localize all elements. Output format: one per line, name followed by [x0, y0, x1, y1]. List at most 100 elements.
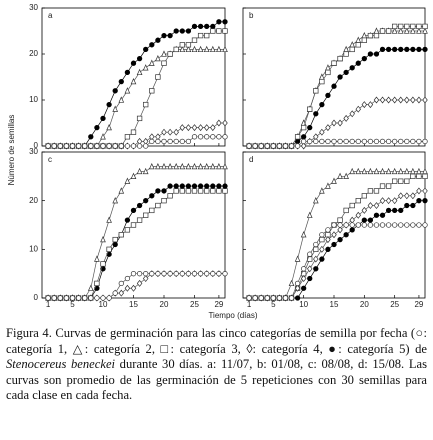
- marker: [403, 27, 410, 34]
- marker: [130, 143, 137, 149]
- x-tick-label: 15: [129, 300, 138, 309]
- marker: [264, 295, 270, 301]
- marker: [270, 143, 276, 149]
- marker: [69, 295, 76, 301]
- marker: [57, 295, 63, 301]
- marker: [222, 134, 228, 140]
- marker: [385, 138, 392, 145]
- marker: [301, 138, 307, 145]
- marker: [331, 231, 337, 239]
- marker: [136, 68, 143, 76]
- marker: [300, 142, 307, 150]
- marker: [149, 42, 155, 48]
- marker: [191, 183, 198, 189]
- marker: [69, 143, 76, 149]
- marker: [112, 88, 118, 94]
- marker: [391, 96, 398, 104]
- marker: [155, 54, 161, 62]
- marker: [94, 280, 100, 287]
- marker: [100, 133, 106, 140]
- marker: [288, 279, 295, 287]
- marker: [331, 83, 337, 89]
- marker: [361, 222, 367, 228]
- marker: [112, 241, 118, 248]
- marker: [210, 23, 216, 30]
- y-tick-label: 20: [29, 196, 38, 205]
- marker: [276, 295, 283, 301]
- marker: [343, 207, 349, 214]
- marker: [118, 78, 124, 85]
- marker: [216, 134, 222, 140]
- marker: [404, 46, 410, 53]
- marker: [216, 183, 222, 189]
- marker: [45, 143, 51, 149]
- marker: [185, 188, 192, 194]
- marker: [325, 69, 331, 76]
- marker: [155, 74, 161, 80]
- marker: [142, 64, 149, 71]
- marker: [204, 32, 210, 39]
- marker: [148, 59, 155, 66]
- marker: [155, 271, 161, 277]
- marker: [319, 78, 325, 85]
- marker: [361, 55, 367, 62]
- marker: [197, 32, 204, 39]
- marker: [112, 197, 119, 204]
- marker: [100, 261, 106, 267]
- marker: [246, 295, 252, 301]
- marker: [361, 217, 367, 223]
- marker: [124, 227, 131, 233]
- marker: [124, 134, 131, 140]
- marker: [210, 124, 216, 132]
- marker: [379, 28, 386, 34]
- marker: [422, 46, 428, 53]
- species-name: Stenocereus beneckei: [6, 357, 116, 372]
- marker: [179, 271, 185, 277]
- marker: [307, 124, 313, 131]
- marker: [416, 23, 422, 30]
- marker: [106, 101, 112, 108]
- marker: [252, 295, 258, 301]
- marker: [191, 134, 198, 140]
- marker: [392, 207, 398, 214]
- marker: [349, 110, 355, 118]
- marker: [167, 51, 173, 57]
- series-line: [249, 175, 425, 299]
- marker: [385, 46, 392, 53]
- figure: Número de semillas Tiempo (días) a010203…: [7, 3, 428, 320]
- marker: [191, 271, 198, 277]
- caption: Figura 4. Curvas de germinación para las…: [6, 326, 427, 404]
- plot-frame: [41, 7, 226, 147]
- marker: [373, 222, 380, 228]
- marker: [288, 295, 295, 301]
- marker: [294, 134, 301, 140]
- marker: [136, 115, 143, 122]
- marker: [379, 212, 386, 218]
- marker: [173, 128, 179, 136]
- marker: [373, 51, 380, 57]
- marker: [422, 222, 428, 228]
- marker: [258, 143, 264, 149]
- marker: [349, 227, 355, 233]
- marker: [191, 188, 198, 194]
- marker: [222, 188, 228, 194]
- marker: [355, 105, 362, 113]
- y-tick-label: 0: [34, 293, 39, 302]
- marker: [63, 143, 70, 149]
- marker: [294, 280, 301, 287]
- marker: [161, 188, 167, 194]
- marker: [343, 172, 349, 179]
- marker: [343, 69, 349, 76]
- marker: [331, 60, 337, 66]
- marker: [94, 255, 100, 262]
- x-tick-label: 29: [414, 300, 423, 309]
- marker: [142, 275, 149, 282]
- marker: [112, 290, 118, 296]
- marker: [191, 23, 198, 30]
- marker: [124, 87, 131, 94]
- marker: [167, 183, 173, 189]
- marker: [367, 167, 374, 175]
- x-tick-label: 10: [99, 300, 108, 309]
- marker: [325, 124, 331, 132]
